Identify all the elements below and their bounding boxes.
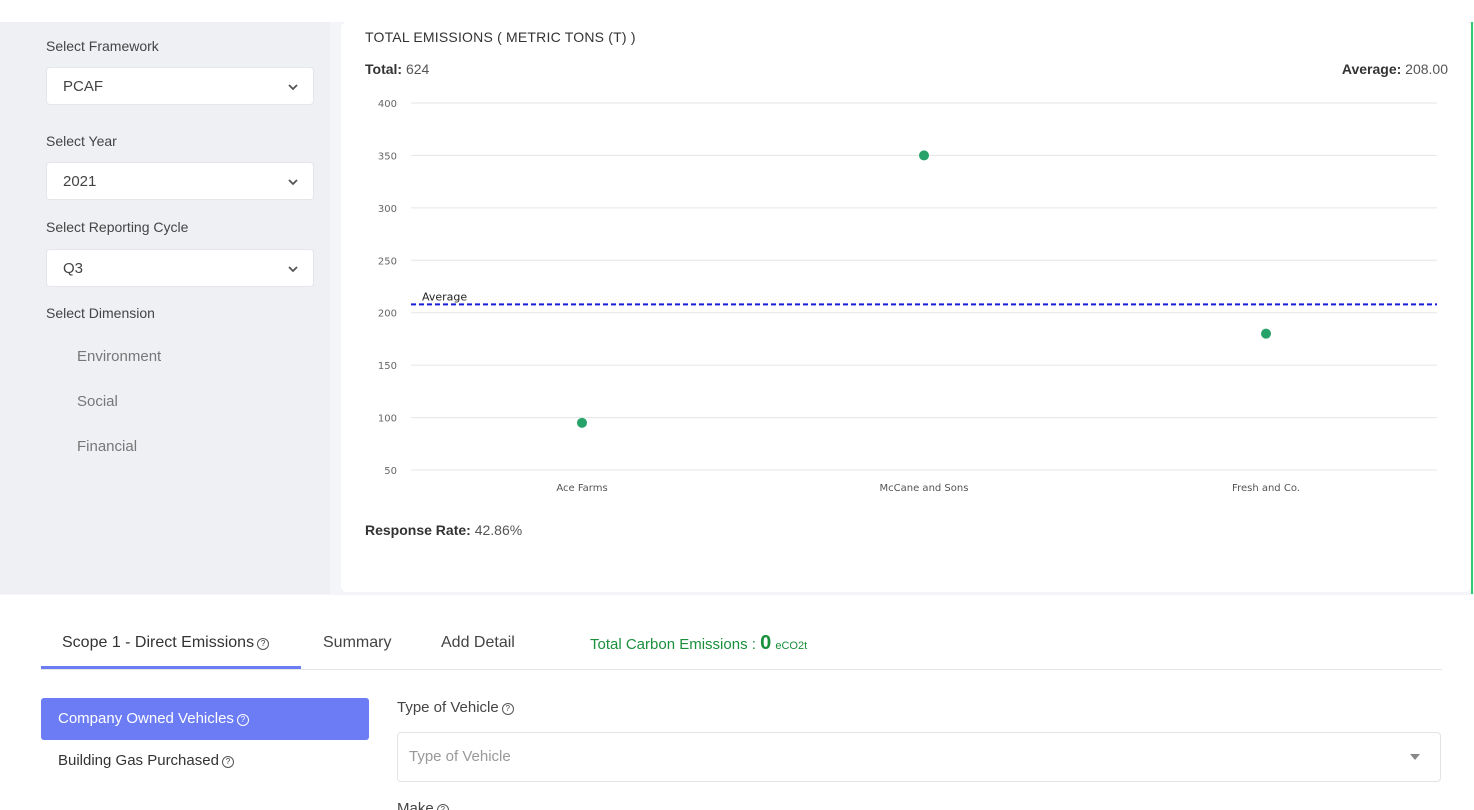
y-tick-label: 400 (378, 99, 397, 110)
help-icon: ? (236, 714, 249, 726)
total-label: Total: (365, 61, 403, 77)
y-tick-label: 200 (378, 309, 397, 320)
data-point (919, 150, 929, 161)
year-label: Select Year (46, 133, 117, 149)
year-value: 2021 (63, 173, 97, 190)
caret-down-icon (1410, 754, 1420, 760)
tab-summary[interactable]: Summary (323, 634, 392, 651)
tab-scope-1-label: Scope 1 - Direct Emissions (62, 634, 255, 651)
dimension-item-financial[interactable]: Financial (77, 438, 138, 455)
total-summary: Total: 624 (365, 61, 429, 77)
emissions-scatter-chart: 50 100 150 200 250 300 350 400 Ace Farms McCane a… (378, 99, 1437, 494)
filter-panel (0, 22, 330, 594)
cycle-select[interactable]: Q3 (46, 249, 314, 287)
tab-scope-1[interactable]: Scope 1 - Direct Emissions? (62, 634, 270, 652)
x-tick-label: Fresh and Co. (1232, 483, 1300, 494)
help-icon: ? (257, 638, 270, 650)
scope-tabs: Scope 1 - Direct Emissions? Summary Add … (41, 620, 1442, 670)
y-tick-label: 250 (378, 256, 397, 267)
y-tick-label: 300 (378, 204, 397, 215)
chart-title: TOTAL EMISSIONS ( METRIC TONS (T) ) (365, 29, 636, 45)
cycle-label: Select Reporting Cycle (46, 219, 189, 235)
framework-select[interactable]: PCAF (46, 67, 314, 105)
vehicle-type-label-text: Type of Vehicle (397, 699, 499, 716)
x-tick-label: Ace Farms (556, 483, 607, 494)
x-tick-label: McCane and Sons (880, 483, 969, 494)
chevron-down-icon (288, 266, 298, 273)
make-label: Make? (397, 800, 449, 810)
average-label: Average: (1341, 61, 1402, 77)
tab-add-detail[interactable]: Add Detail (441, 634, 515, 651)
dimension-item-social[interactable]: Social (77, 393, 118, 410)
y-tick-label: 150 (378, 361, 397, 372)
menu-item-building-gas[interactable]: Building Gas Purchased? (58, 752, 234, 769)
average-summary: Average: 208.00 (1342, 61, 1448, 77)
total-carbon-label: Total Carbon Emissions : (590, 636, 756, 653)
average-value: 208.00 (1405, 61, 1448, 77)
chevron-down-icon (288, 179, 298, 186)
y-tick-label: 100 (378, 414, 397, 425)
help-icon: ? (501, 703, 514, 715)
vehicle-type-placeholder: Type of Vehicle (409, 748, 511, 765)
total-carbon-unit: eCO2t (775, 640, 808, 652)
data-point (577, 417, 587, 428)
make-label-text: Make (397, 800, 434, 810)
menu-item-label: Company Owned Vehicles? (58, 710, 249, 727)
response-rate: Response Rate: 42.86% (365, 522, 522, 538)
y-tick-label: 350 (378, 151, 397, 162)
top-strip (0, 0, 1474, 22)
total-value: 624 (405, 61, 430, 77)
data-point (1261, 328, 1271, 339)
year-select[interactable]: 2021 (46, 162, 314, 200)
help-icon: ? (221, 756, 234, 768)
accent-edge (1471, 22, 1473, 594)
dimension-item-environment[interactable]: Environment (77, 348, 162, 365)
active-tab-indicator (41, 666, 301, 669)
framework-label: Select Framework (46, 38, 159, 54)
response-label: Response Rate: (365, 522, 471, 538)
average-line-label: Average (422, 290, 467, 303)
vehicle-type-select[interactable]: Type of Vehicle (397, 732, 1441, 782)
cycle-value: Q3 (63, 260, 84, 277)
menu-item-text: Company Owned Vehicles (58, 710, 234, 727)
y-tick-label: 50 (384, 466, 397, 477)
vehicle-type-label: Type of Vehicle? (397, 699, 514, 716)
total-carbon-emissions: Total Carbon Emissions : 0 eCO2t (590, 632, 807, 655)
response-value: 42.86% (474, 522, 523, 538)
chevron-down-icon (288, 84, 298, 91)
menu-item-company-owned-vehicles[interactable]: Company Owned Vehicles? (41, 698, 369, 740)
menu-item-text: Building Gas Purchased (58, 752, 219, 769)
dimension-label: Select Dimension (46, 305, 155, 321)
chart-card (341, 22, 1471, 592)
help-icon: ? (436, 804, 449, 810)
total-carbon-value: 0 (760, 632, 772, 654)
framework-value: PCAF (63, 78, 104, 95)
